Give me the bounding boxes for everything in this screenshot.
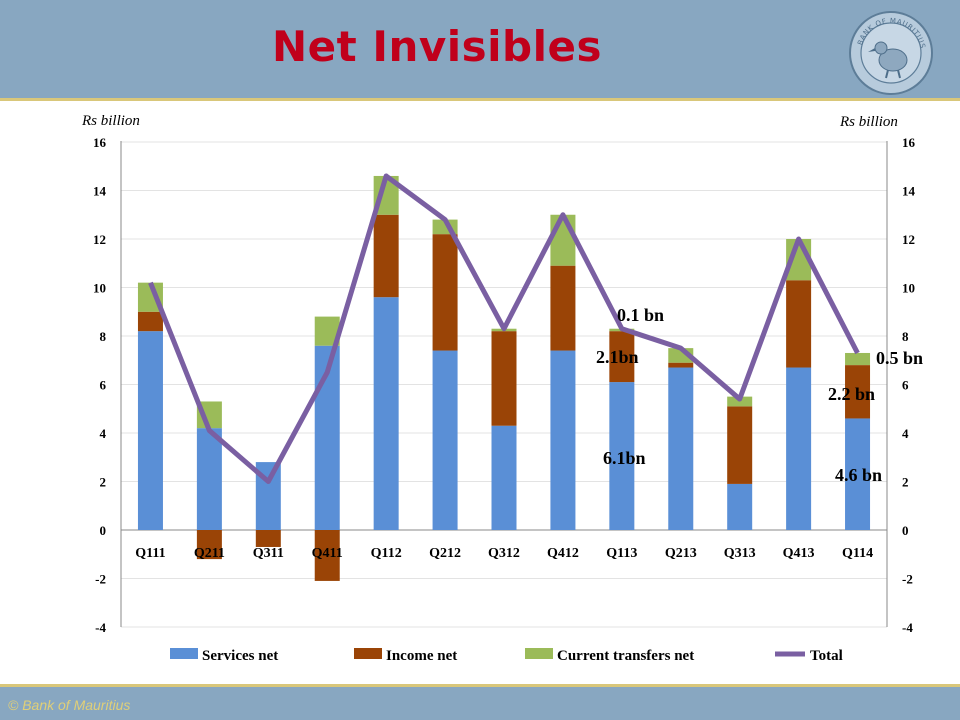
category-label-Q114: Q114 <box>842 546 873 561</box>
y-tick-label-right: 2 <box>902 475 909 490</box>
right-tick-labels: -4 -2 0 2 4 6 8 10 12 14 16 <box>902 135 916 635</box>
annotation-income-q113: 2.1bn <box>596 347 639 367</box>
footer-divider <box>0 684 960 687</box>
legend-label-total: Total <box>810 648 843 664</box>
bar-income-net-Q212 <box>432 234 458 351</box>
y-tick-label-right: 6 <box>902 378 909 393</box>
y-tick-label-left: 4 <box>100 426 107 441</box>
category-label-Q312: Q312 <box>488 546 520 561</box>
bar-income-net-Q311 <box>255 530 281 547</box>
bar-services-net-Q312 <box>491 425 517 530</box>
bar-services-net-Q112 <box>373 297 399 530</box>
y-tick-label-right: -2 <box>902 572 913 587</box>
stacked-bars <box>137 175 871 581</box>
bar-services-net-Q114 <box>845 418 871 530</box>
category-label-Q111: Q111 <box>135 546 165 561</box>
slide-title: Net Invisibles <box>272 22 602 71</box>
bar-current-transfers-net-Q412 <box>550 214 576 266</box>
annotation-services-q114: 4.6 bn <box>835 465 882 485</box>
y-tick-label-left: 6 <box>100 378 107 393</box>
annotation-services-q113: 6.1bn <box>603 448 646 468</box>
legend-swatch-transfers <box>525 648 553 659</box>
bar-income-net-Q412 <box>550 265 576 351</box>
y-tick-label-left: 2 <box>100 475 107 490</box>
bar-services-net-Q111 <box>137 331 163 530</box>
y-tick-label-left: -2 <box>95 572 106 587</box>
y-tick-label-right: 8 <box>902 329 909 344</box>
y-tick-label-right: 16 <box>902 135 916 150</box>
bar-income-net-Q413 <box>786 280 812 368</box>
bar-services-net-Q313 <box>727 483 753 530</box>
bar-income-net-Q113 <box>609 331 635 383</box>
bar-services-net-Q212 <box>432 350 458 530</box>
y-tick-label-right: 4 <box>902 426 909 441</box>
bar-current-transfers-net-Q114 <box>845 352 871 366</box>
footer-bar <box>0 687 960 720</box>
legend: Services net Income net Current transfer… <box>170 648 843 664</box>
bar-income-net-Q111 <box>137 311 163 332</box>
annotation-transfers-q114: 0.5 bn <box>876 348 923 368</box>
category-label-Q113: Q113 <box>606 546 637 561</box>
category-labels: Q111 Q211 Q311 Q411 Q112 Q212 Q312 Q412 Q113 Q213… <box>135 546 873 561</box>
bar-income-net-Q411 <box>314 530 340 581</box>
y-tick-label-right: -4 <box>902 620 913 635</box>
category-label-Q313: Q313 <box>724 546 756 561</box>
header-bar <box>0 0 960 98</box>
bar-services-net-Q413 <box>786 367 812 530</box>
legend-swatch-income <box>354 648 382 659</box>
right-axis-unit: Rs billion <box>839 114 898 130</box>
y-tick-label-left: 0 <box>100 523 107 538</box>
category-label-Q311: Q311 <box>253 546 284 561</box>
bar-income-net-Q112 <box>373 214 399 298</box>
bar-income-net-Q213 <box>668 362 694 368</box>
bar-services-net-Q213 <box>668 367 694 530</box>
category-label-Q412: Q412 <box>547 546 579 561</box>
net-invisibles-chart: Rs billion Rs billion -4-20246810121416 … <box>81 113 923 664</box>
bar-services-net-Q211 <box>196 428 222 530</box>
legend-label-income: Income net <box>386 648 457 664</box>
y-tick-label-left: 12 <box>93 232 106 247</box>
legend-swatch-services <box>170 648 198 659</box>
total-line <box>148 173 860 484</box>
bar-income-net-Q312 <box>491 331 517 426</box>
copyright-text: © Bank of Mauritius <box>8 697 131 713</box>
left-axis-unit: Rs billion <box>81 113 140 129</box>
category-label-Q413: Q413 <box>783 546 815 561</box>
y-tick-label-left: 10 <box>93 281 106 296</box>
category-label-Q212: Q212 <box>429 546 461 561</box>
y-tick-label-left: 16 <box>93 135 107 150</box>
bar-services-net-Q113 <box>609 382 635 530</box>
y-tick-label-right: 14 <box>902 184 916 199</box>
header-divider <box>0 98 960 101</box>
y-tick-label-left: 14 <box>93 184 107 199</box>
annotation-income-q114: 2.2 bn <box>828 384 875 404</box>
bank-seal-logo: BANK OF MAURITIUS <box>849 11 933 95</box>
category-label-Q411: Q411 <box>312 546 343 561</box>
bar-income-net-Q211 <box>196 530 222 560</box>
y-tick-label-left: -4 <box>95 620 106 635</box>
legend-label-transfers: Current transfers net <box>557 648 694 664</box>
annotation-transfers-q113: 0.1 bn <box>617 305 664 325</box>
left-tick-labels: -4 -2 0 2 4 6 8 10 12 14 16 <box>93 135 107 635</box>
category-label-Q213: Q213 <box>665 546 697 561</box>
y-tick-label-right: 12 <box>902 232 915 247</box>
bar-services-net-Q412 <box>550 350 576 530</box>
y-tick-label-left: 8 <box>100 329 107 344</box>
bar-income-net-Q114 <box>845 365 871 419</box>
category-label-Q112: Q112 <box>371 546 402 561</box>
legend-label-services: Services net <box>202 648 278 664</box>
category-label-Q211: Q211 <box>194 546 225 561</box>
y-tick-label-right: 0 <box>902 523 909 538</box>
y-tick-label-right: 10 <box>902 281 915 296</box>
bar-income-net-Q313 <box>727 406 753 484</box>
